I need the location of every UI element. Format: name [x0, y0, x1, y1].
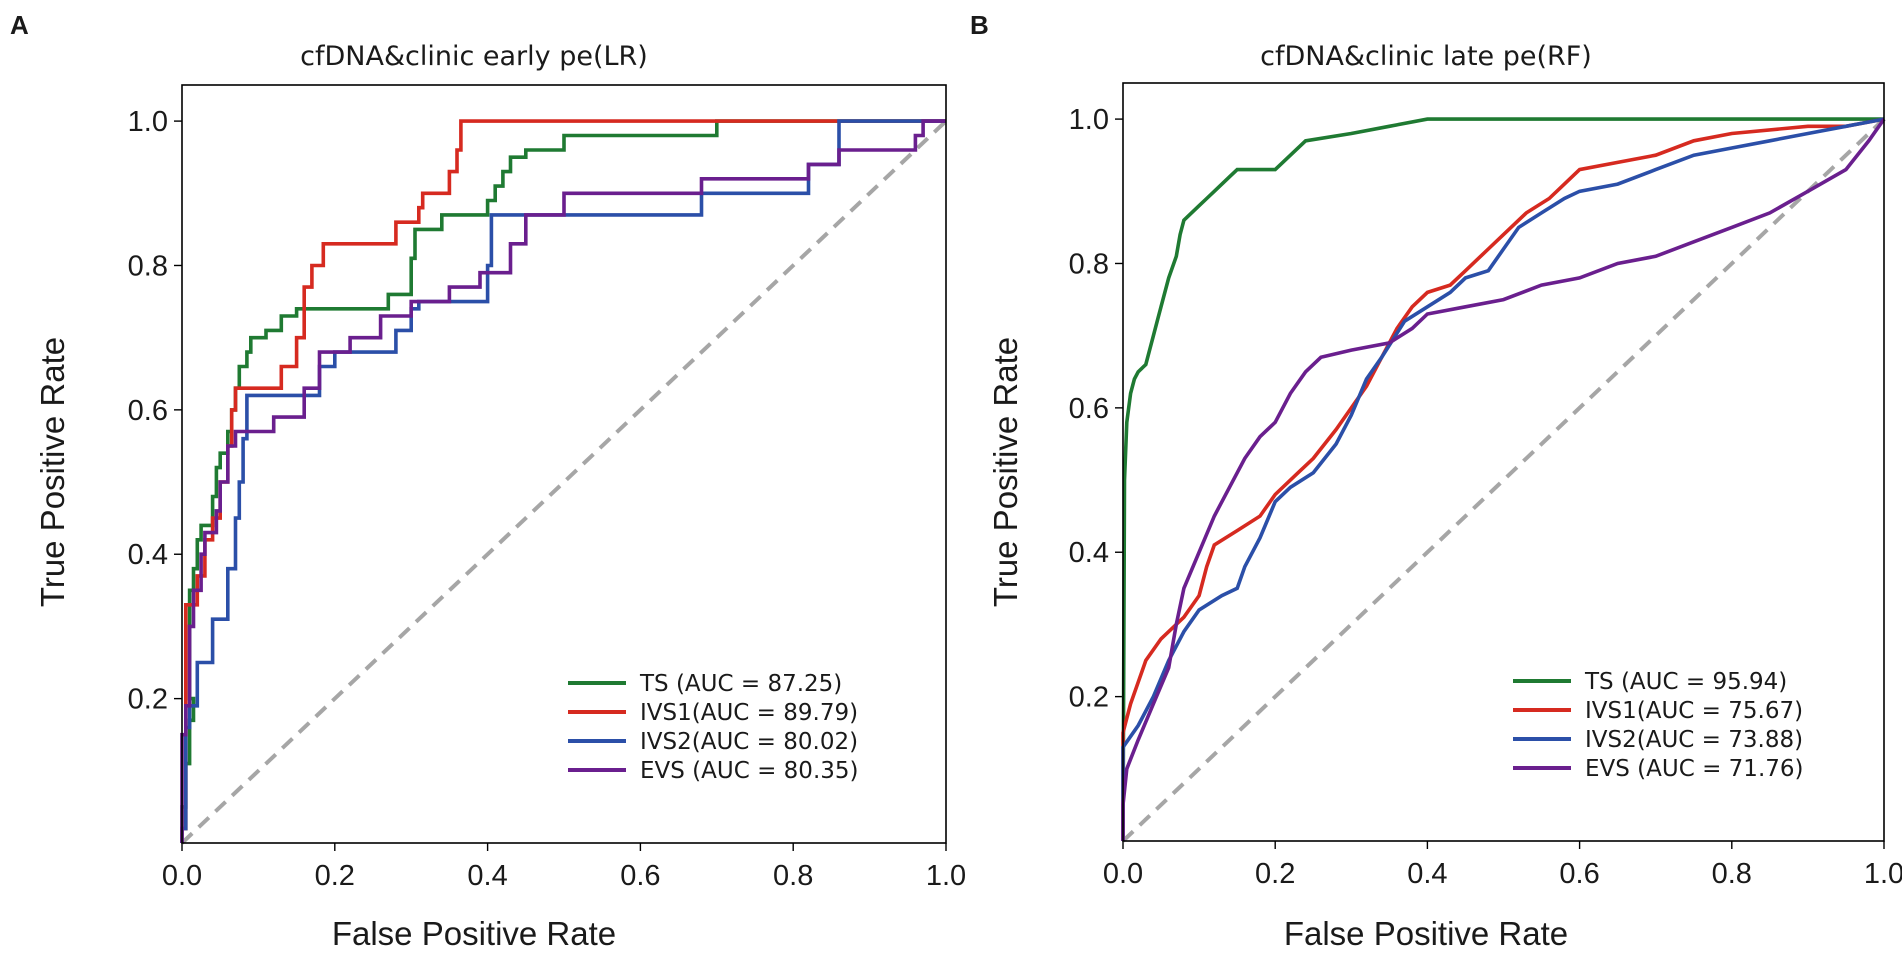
panel-b-letter: B: [970, 10, 989, 40]
panel-b-ticks: 0.0 0.2 0.4 0.6 0.8 1.0 0.2 0.4 0.6 0.8 1.0: [1069, 104, 1902, 890]
legend-label-ivs2: IVS2(AUC = 80.02): [640, 729, 858, 755]
x-tick-label: 0.0: [1103, 858, 1143, 890]
y-tick-label: 1.0: [1069, 104, 1109, 136]
x-tick-label: 0.2: [315, 860, 355, 892]
panel-a-ticks: 0.0 0.2 0.4 0.6 0.8 1.0 0.2 0.4 0.6 0.8 1.0: [128, 106, 966, 892]
y-tick-label: 0.4: [128, 539, 168, 571]
legend-label-evs: EVS (AUC = 80.35): [640, 758, 859, 784]
roc-curve-ts: [180, 119, 946, 843]
x-tick-label: 1.0: [926, 860, 966, 892]
panel-b-chance-line: [1121, 117, 1886, 843]
panel-a-series: [180, 119, 946, 843]
panel-b-series: [1121, 117, 1886, 842]
x-tick-label: 0.6: [1559, 858, 1599, 890]
legend-label-ts: TS (AUC = 95.94): [1584, 669, 1787, 695]
x-tick-label: 0.8: [773, 860, 813, 892]
y-tick-label: 0.2: [1069, 682, 1109, 714]
panel-a-x-axis-label: False Positive Rate: [332, 915, 616, 952]
panel-b-legend: TS (AUC = 95.94) IVS1(AUC = 75.67) IVS2(AU…: [1513, 669, 1804, 782]
panel-a: A cfDNA&clinic early pe(LR) False Positi…: [10, 10, 966, 952]
panel-a-legend: TS (AUC = 87.25) IVS1(AUC = 89.79) IVS2(AU…: [568, 671, 859, 784]
diagonal-chance-line: [180, 119, 948, 845]
y-tick-label: 0.6: [128, 395, 168, 427]
legend-label-ts: TS (AUC = 87.25): [639, 671, 842, 697]
x-tick-label: 0.0: [162, 860, 202, 892]
panel-a-plot-frame: [181, 84, 947, 844]
legend-label-ivs1: IVS1(AUC = 75.67): [1585, 698, 1803, 724]
y-tick-label: 0.8: [128, 250, 168, 282]
panel-b-y-axis-label: True Positive Rate: [987, 337, 1024, 607]
x-tick-label: 0.2: [1255, 858, 1295, 890]
x-tick-label: 0.8: [1712, 858, 1752, 890]
x-tick-label: 0.4: [1407, 858, 1447, 890]
panel-a-letter: A: [10, 10, 29, 40]
x-tick-label: 0.4: [467, 860, 507, 892]
y-tick-label: 1.0: [128, 106, 168, 138]
legend-label-ivs1: IVS1(AUC = 89.79): [640, 700, 858, 726]
legend-label-evs: EVS (AUC = 71.76): [1585, 756, 1804, 782]
y-tick-label: 0.4: [1069, 537, 1109, 569]
panel-b-title: cfDNA&clinic late pe(RF): [1260, 41, 1592, 72]
panel-b-x-axis-label: False Positive Rate: [1284, 915, 1568, 952]
roc-curve-ts: [1121, 117, 1884, 842]
panel-b: B cfDNA&clinic late pe(RF) False Positiv…: [970, 10, 1902, 952]
panel-a-chance-line: [180, 119, 948, 845]
roc-curve-evs: [180, 119, 946, 843]
diagonal-chance-line: [1121, 117, 1886, 843]
panel-a-title: cfDNA&clinic early pe(LR): [300, 41, 648, 72]
x-tick-label: 1.0: [1864, 858, 1902, 890]
legend-label-ivs2: IVS2(AUC = 73.88): [1585, 727, 1803, 753]
panel-b-plot-frame: [1122, 82, 1885, 842]
roc-curve-evs: [1121, 118, 1886, 841]
panel-a-y-axis-label: True Positive Rate: [34, 337, 71, 607]
x-tick-label: 0.6: [620, 860, 660, 892]
y-tick-label: 0.6: [1069, 393, 1109, 425]
y-tick-label: 0.2: [128, 684, 168, 716]
y-tick-label: 0.8: [1069, 248, 1109, 280]
